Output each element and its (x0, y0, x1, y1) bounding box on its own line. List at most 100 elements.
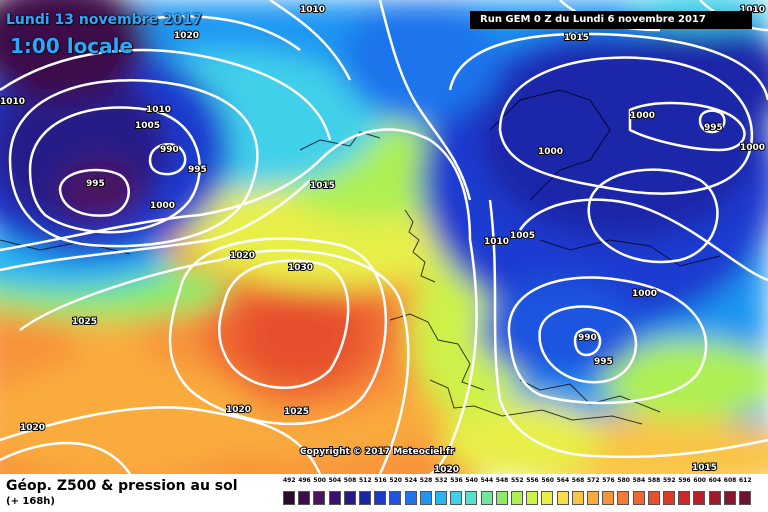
legend-value-label: 496 (298, 477, 311, 484)
legend-value-label: 576 (602, 477, 615, 484)
legend-labels: 492 496 500 504 508 512 516 520 524 528 532 536 540 5… (283, 477, 755, 489)
legend-swatch (723, 491, 736, 505)
coastlines (0, 89, 721, 425)
legend-value-label: 520 (389, 477, 402, 484)
legend-value-label: 552 (511, 477, 524, 484)
legend-swatch (343, 491, 356, 505)
isobar-label: 1015 (310, 181, 335, 191)
isobar-label: 1020 (434, 465, 459, 474)
isobar-label: 1005 (510, 231, 535, 241)
legend-swatch (571, 491, 584, 505)
legend-swatch (556, 491, 569, 505)
legend-value-label: 608 (723, 477, 737, 484)
legend-swatch (374, 491, 387, 505)
legend-swatch (617, 491, 630, 505)
legend-swatch (663, 491, 675, 505)
legend-swatch (678, 491, 691, 505)
legend-value-label: 536 (450, 477, 463, 484)
forecast-local-time: 1:00 locale (10, 34, 134, 58)
legend-value-label: 556 (526, 477, 539, 484)
isobar-label: 1000 (630, 111, 655, 121)
legend-swatch (541, 491, 554, 505)
isobar-label: 1020 (20, 423, 45, 433)
z500-color-field (0, 0, 768, 474)
legend-swatch (602, 491, 615, 505)
legend-value-label: 588 (647, 477, 661, 484)
isobar-label: 995 (594, 357, 613, 367)
legend-value-label: 540 (465, 477, 478, 484)
isobar-label: 990 (578, 333, 597, 343)
forecast-date: Lundi 13 novembre 2017 (6, 12, 202, 28)
isobar-label: 995 (704, 123, 723, 133)
legend-value-label: 604 (708, 477, 722, 484)
legend-value-label: 600 (693, 477, 706, 484)
legend-swatch (511, 491, 523, 505)
legend-swatch (389, 491, 402, 505)
legend-value-label: 500 (313, 477, 326, 484)
isobar-labels: 1010 1020 1010 1010 1005 990 995 995 100… (0, 4, 766, 474)
legend-swatch (480, 491, 493, 505)
isobar-label: 1015 (564, 33, 589, 43)
legend-swatch (495, 491, 508, 505)
legend-swatch (419, 491, 432, 505)
legend-swatch (435, 491, 447, 505)
legend-swatch (708, 491, 721, 505)
legend-value-label: 560 (541, 477, 554, 484)
model-run-info: Run GEM 0 Z du Lundi 6 novembre 2017 (470, 11, 752, 29)
legend-value-label: 592 (663, 477, 676, 484)
isobar-label: 995 (188, 165, 207, 175)
legend-swatch (298, 491, 311, 505)
isobar-label: 1000 (150, 201, 175, 211)
legend-value-label: 544 (480, 477, 494, 484)
legend-value-label: 524 (404, 477, 418, 484)
legend-value-label: 580 (617, 477, 630, 484)
isobar-label: 1000 (740, 143, 765, 153)
isobars (0, 0, 768, 474)
copyright-text: Copyright © 2017 Meteociel.fr (300, 447, 455, 457)
legend-swatch (526, 491, 539, 505)
isobar-label: 1020 (230, 251, 255, 261)
pressure-map: 1010 1020 1010 1010 1005 990 995 995 100… (0, 0, 768, 474)
legend-value-label: 568 (571, 477, 585, 484)
z500-legend: 492 496 500 504 508 512 516 520 524 528 532 536 540 5… (283, 477, 755, 509)
legend-value-label: 512 (359, 477, 372, 484)
legend-swatch (450, 491, 463, 505)
legend-swatches (283, 491, 755, 505)
lead-time: (+ 168h) (6, 496, 55, 507)
legend-value-label: 492 (283, 477, 296, 484)
product-title: Géop. Z500 & pression au sol (6, 478, 238, 494)
isobar-label: 995 (86, 179, 105, 189)
legend-swatch (587, 491, 599, 505)
legend-value-label: 516 (374, 477, 387, 484)
isobar-label: 1015 (692, 463, 717, 473)
legend-value-label: 612 (739, 477, 752, 484)
isobar-label: 1010 (484, 237, 509, 247)
isobar-label: 1030 (288, 263, 313, 273)
isobar-label: 1010 (146, 105, 171, 115)
legend-value-label: 508 (343, 477, 357, 484)
legend-value-label: 584 (632, 477, 646, 484)
legend-value-label: 572 (587, 477, 600, 484)
isobar-label: 1005 (135, 121, 160, 131)
isobar-label: 1020 (174, 31, 199, 41)
legend-swatch (693, 491, 706, 505)
legend-swatch (404, 491, 417, 505)
isobar-label: 1025 (72, 317, 97, 327)
legend-value-label: 528 (419, 477, 433, 484)
legend-value-label: 564 (556, 477, 570, 484)
isobar-label: 1025 (284, 407, 309, 417)
legend-value-label: 548 (495, 477, 509, 484)
isobar-label: 1010 (300, 5, 325, 15)
isobar-label: 1020 (226, 405, 251, 415)
legend-value-label: 532 (435, 477, 448, 484)
isobar-label: 1000 (632, 289, 657, 299)
legend-swatch (647, 491, 660, 505)
legend-swatch (313, 491, 326, 505)
legend-swatch (632, 491, 645, 505)
legend-swatch (283, 491, 295, 505)
legend-value-label: 504 (328, 477, 342, 484)
legend-swatch (359, 491, 371, 505)
legend-swatch (739, 491, 751, 505)
legend-swatch (328, 491, 341, 505)
